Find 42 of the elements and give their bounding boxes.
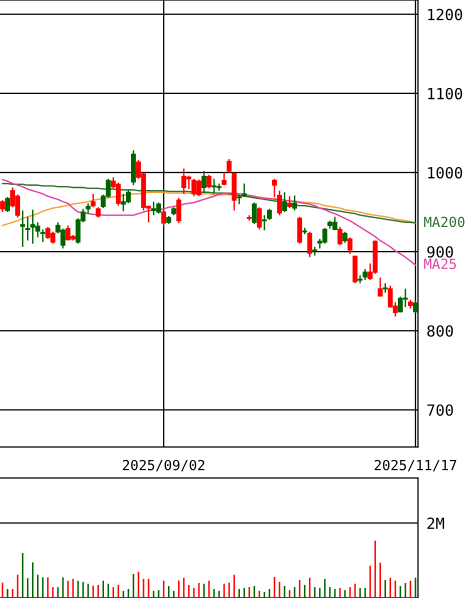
candlestick bbox=[206, 174, 212, 189]
candlestick bbox=[252, 202, 257, 225]
x-tick-label: 2025/11/17 bbox=[374, 460, 456, 472]
candlestick bbox=[307, 231, 312, 258]
candlestick bbox=[226, 158, 232, 174]
candlestick bbox=[256, 206, 262, 230]
candlestick bbox=[20, 210, 26, 248]
y-tick-label: 1200 bbox=[428, 8, 462, 20]
y-tick-label: 1100 bbox=[428, 88, 462, 100]
line-series bbox=[2, 178, 416, 266]
candlestick bbox=[272, 178, 277, 198]
x-tick-label: 2025/09/02 bbox=[122, 460, 204, 472]
y-tick-label: 700 bbox=[427, 404, 453, 416]
y-tick-label: 2M bbox=[427, 518, 444, 529]
candlestick bbox=[242, 182, 247, 198]
candlestick bbox=[342, 231, 348, 244]
candlestick bbox=[348, 236, 352, 255]
candlestick bbox=[277, 190, 282, 216]
candlestick bbox=[161, 210, 166, 227]
y-tick-label: 1000 bbox=[428, 166, 462, 179]
candlestick bbox=[176, 197, 182, 224]
y-tick-label: 800 bbox=[427, 325, 453, 337]
candlestick bbox=[25, 216, 30, 242]
candlestick bbox=[337, 226, 342, 246]
candlestick bbox=[287, 196, 292, 209]
candlestick bbox=[0, 199, 5, 213]
candlestick bbox=[282, 192, 287, 213]
candlestick bbox=[5, 196, 10, 213]
series-label: MA200 bbox=[424, 216, 464, 228]
candlestick bbox=[90, 193, 96, 208]
candlestick bbox=[222, 172, 227, 186]
candlestick bbox=[292, 194, 298, 212]
candlestick bbox=[378, 277, 383, 298]
candlestick bbox=[96, 206, 101, 218]
candlestick bbox=[202, 170, 206, 193]
candlestick bbox=[297, 216, 302, 244]
candlestick bbox=[382, 282, 388, 294]
y-tick-label: 900 bbox=[427, 246, 453, 258]
candlestick bbox=[413, 300, 418, 314]
candlestick bbox=[40, 228, 46, 243]
candlestick bbox=[362, 268, 368, 281]
series-label: MA25 bbox=[424, 258, 456, 270]
